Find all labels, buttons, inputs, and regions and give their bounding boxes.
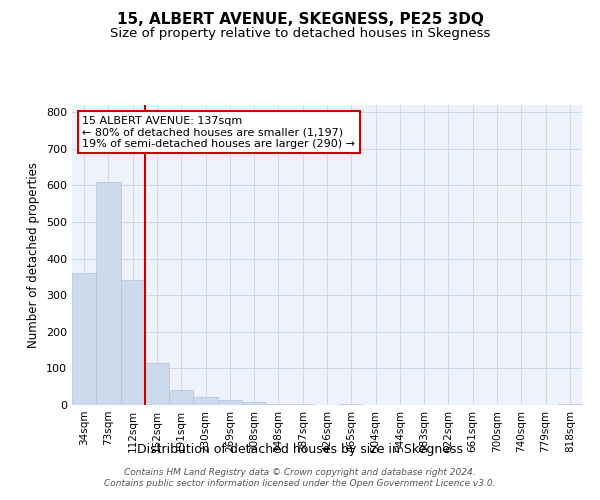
- Bar: [242, 402, 266, 405]
- Bar: [290, 404, 315, 405]
- Y-axis label: Number of detached properties: Number of detached properties: [28, 162, 40, 348]
- Bar: [169, 390, 193, 405]
- Bar: [72, 274, 96, 405]
- Bar: [339, 404, 364, 405]
- Bar: [121, 280, 145, 405]
- Text: 15 ALBERT AVENUE: 137sqm
← 80% of detached houses are smaller (1,197)
19% of sem: 15 ALBERT AVENUE: 137sqm ← 80% of detach…: [82, 116, 355, 148]
- Bar: [145, 363, 169, 405]
- Bar: [218, 400, 242, 405]
- Text: 15, ALBERT AVENUE, SKEGNESS, PE25 3DQ: 15, ALBERT AVENUE, SKEGNESS, PE25 3DQ: [116, 12, 484, 28]
- Bar: [193, 398, 218, 405]
- Bar: [558, 404, 582, 405]
- Bar: [266, 404, 290, 405]
- Text: Size of property relative to detached houses in Skegness: Size of property relative to detached ho…: [110, 28, 490, 40]
- Text: Distribution of detached houses by size in Skegness: Distribution of detached houses by size …: [137, 442, 463, 456]
- Text: Contains HM Land Registry data © Crown copyright and database right 2024.
Contai: Contains HM Land Registry data © Crown c…: [104, 468, 496, 487]
- Bar: [96, 182, 121, 405]
